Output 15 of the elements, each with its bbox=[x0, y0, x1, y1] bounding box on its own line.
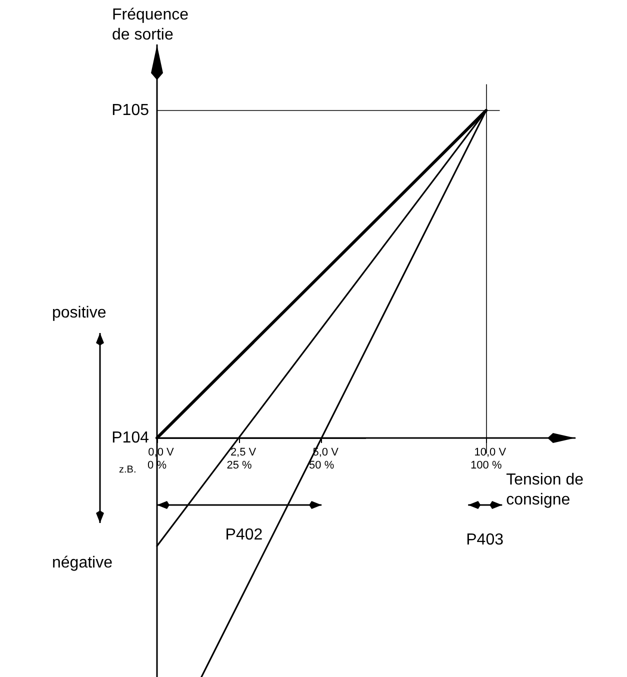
annotation: P402 bbox=[225, 526, 263, 544]
annotation: 2,5 V bbox=[230, 446, 257, 458]
x-tick-label: 50 % bbox=[309, 459, 334, 472]
ref-line-label: P105 bbox=[112, 102, 150, 119]
y-axis-title: Fréquence de sortie bbox=[112, 6, 189, 44]
annotation: 10,0 V bbox=[474, 446, 507, 458]
text: positive bbox=[52, 304, 106, 322]
x-tick-label: 25 % bbox=[226, 459, 252, 472]
ref-line-label: P104 bbox=[112, 429, 150, 446]
x-axis-title: Tension de consigne bbox=[506, 471, 584, 508]
x-tick-label: 100 % bbox=[470, 459, 502, 472]
text: négative bbox=[52, 554, 113, 572]
x-tick-label: 0 % bbox=[148, 459, 167, 472]
annotation: P403 bbox=[466, 531, 504, 548]
text: z.B. bbox=[119, 464, 136, 476]
